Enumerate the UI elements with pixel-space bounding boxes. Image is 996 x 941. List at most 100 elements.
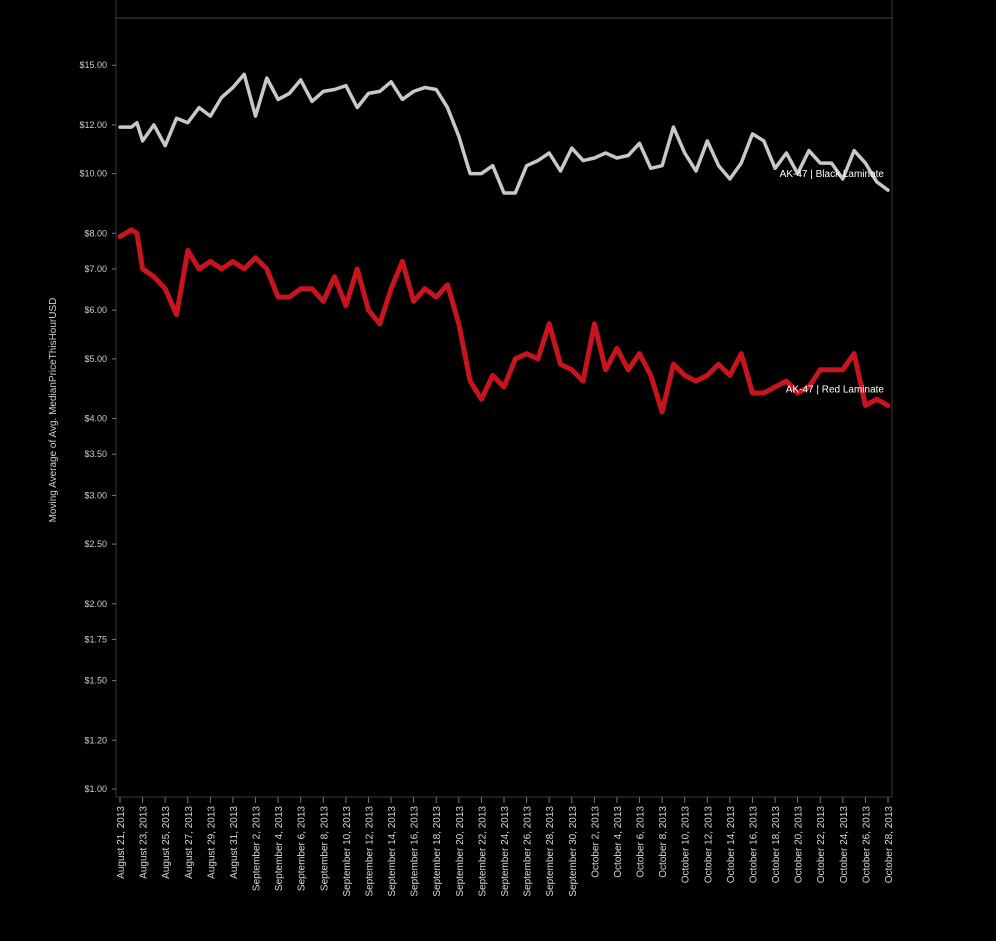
x-tick-label: August 27, 2013 [184, 806, 195, 879]
data-point [548, 323, 550, 325]
data-point [684, 152, 686, 154]
data-point [650, 374, 652, 376]
y-tick-label: $4.00 [84, 414, 107, 424]
data-point [785, 380, 788, 382]
data-point [526, 353, 528, 355]
data-point [514, 358, 516, 360]
x-tick-label: September 26, 2013 [523, 806, 534, 897]
y-tick-label: $1.50 [84, 676, 107, 686]
data-point [136, 122, 138, 124]
data-point [887, 404, 889, 407]
data-point [435, 296, 437, 298]
data-point [243, 268, 245, 270]
data-point [390, 81, 392, 83]
data-point [492, 374, 494, 376]
x-tick-label: September 18, 2013 [432, 806, 443, 897]
data-point [401, 260, 403, 262]
data-point [164, 288, 166, 290]
data-point [876, 398, 878, 400]
data-point [300, 79, 302, 81]
data-point [729, 178, 731, 180]
data-point [627, 154, 629, 157]
data-point [322, 90, 324, 92]
data-point [136, 232, 138, 234]
data-point [401, 98, 403, 100]
series-label-layer: AK-47 | Black Laminate AK-47 | Red Lamina… [780, 169, 885, 395]
x-tick-label: October 4, 2013 [613, 806, 624, 878]
data-point [559, 363, 562, 365]
data-point [175, 314, 178, 316]
data-point [300, 288, 302, 290]
data-point [740, 162, 742, 164]
data-point [424, 86, 426, 89]
y-tick-label: $2.50 [84, 539, 107, 549]
y-tick-label: $1.00 [84, 784, 107, 794]
x-tick-label: August 25, 2013 [161, 806, 172, 879]
data-point [774, 386, 776, 388]
data-point [672, 363, 675, 365]
data-point [413, 300, 415, 302]
x-tick-label: September 16, 2013 [410, 806, 421, 897]
data-point [277, 98, 279, 100]
x-tick-label: October 6, 2013 [636, 806, 647, 878]
data-point [718, 165, 720, 167]
data-point [164, 145, 166, 147]
data-point [266, 77, 268, 79]
data-point [458, 135, 460, 137]
y-tick-label: $6.00 [84, 305, 107, 315]
data-point [254, 257, 257, 259]
data-point [232, 86, 234, 89]
y-axis-ticks: $15.00 $12.00 $10.00 $8.00 $7.00 $6.00 $5.00 $4… [79, 60, 116, 794]
y-tick-label: $7.00 [84, 264, 107, 274]
data-point [582, 160, 584, 162]
y-tick-label: $3.00 [84, 490, 107, 500]
data-point [198, 107, 200, 109]
data-point [288, 296, 290, 298]
data-point [311, 100, 313, 102]
data-point [142, 268, 144, 270]
x-tick-label: October 16, 2013 [748, 806, 759, 884]
data-point [367, 309, 370, 311]
data-point [605, 152, 607, 154]
y-tick-label: $1.75 [84, 634, 107, 644]
data-point [503, 192, 505, 194]
data-point [221, 268, 223, 270]
data-point [119, 126, 121, 128]
data-point [864, 404, 867, 407]
data-point [153, 124, 155, 126]
y-tick-label: $1.20 [84, 735, 107, 745]
data-point [379, 90, 381, 92]
data-point [808, 386, 810, 388]
x-tick-label: October 28, 2013 [884, 806, 895, 884]
data-point [650, 167, 652, 169]
data-point [785, 152, 788, 154]
data-point [853, 353, 855, 355]
x-tick-label: October 24, 2013 [839, 806, 850, 884]
x-tick-label: August 21, 2013 [116, 806, 127, 879]
data-point [187, 249, 189, 252]
data-point [751, 133, 754, 135]
data-point [537, 160, 539, 162]
x-tick-label: October 26, 2013 [861, 806, 872, 884]
x-tick-label: October 10, 2013 [681, 806, 692, 884]
data-point [187, 122, 189, 124]
data-point [492, 165, 494, 167]
data-point [503, 386, 505, 388]
data-point [130, 126, 132, 128]
x-tick-label: October 12, 2013 [703, 806, 714, 884]
data-point [175, 117, 178, 119]
data-point [334, 88, 336, 91]
data-point [887, 189, 889, 191]
data-point [356, 268, 358, 270]
data-point [571, 369, 573, 371]
data-point [435, 88, 437, 91]
y-tick-label: $5.00 [84, 354, 107, 364]
data-point [684, 374, 686, 376]
x-tick-label: October 14, 2013 [726, 806, 737, 884]
x-tick-label: August 23, 2013 [139, 806, 150, 879]
data-point [209, 260, 211, 262]
data-point [413, 90, 415, 92]
data-point [356, 107, 358, 109]
data-point [819, 369, 821, 371]
